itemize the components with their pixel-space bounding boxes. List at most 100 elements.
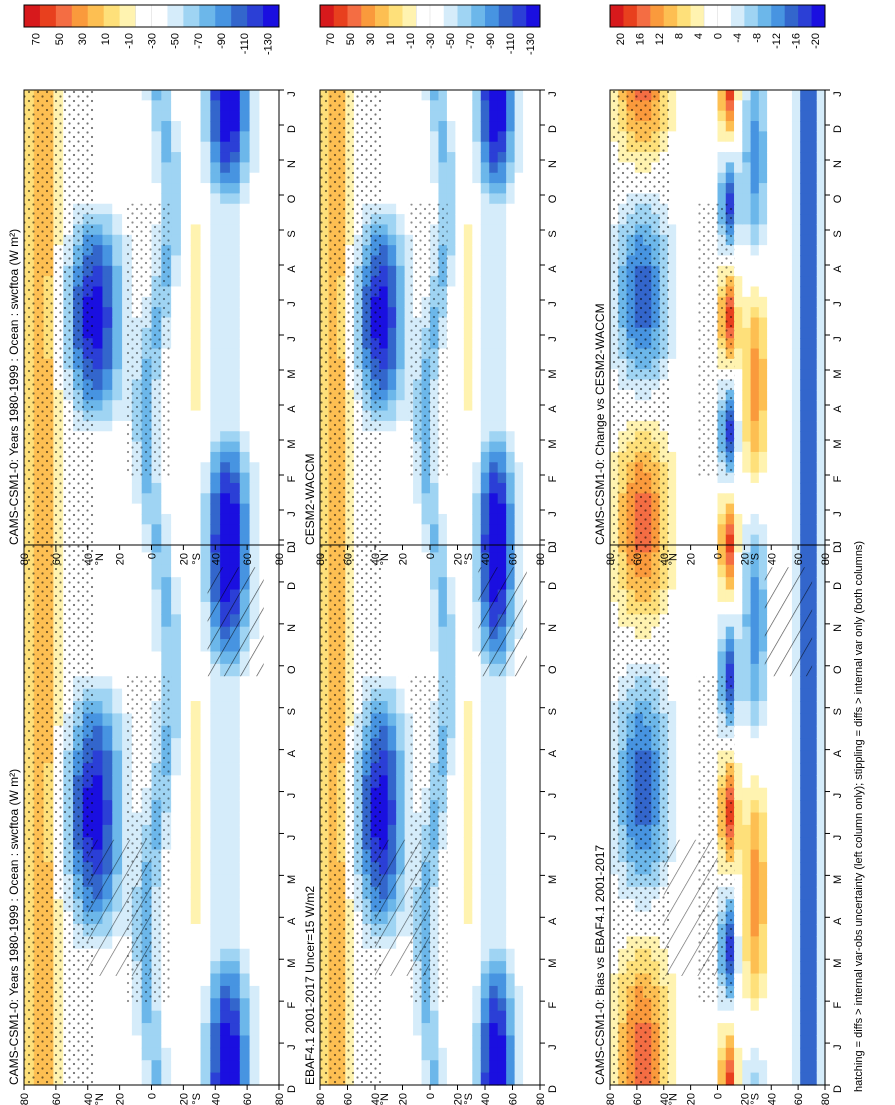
heatmap-cell bbox=[455, 462, 465, 474]
heatmap-cell bbox=[413, 1010, 423, 1024]
heatmap-cell bbox=[220, 713, 231, 727]
heatmap-cell bbox=[161, 493, 172, 505]
heatmap-cell bbox=[489, 493, 499, 505]
heatmap-cell bbox=[190, 837, 202, 851]
heatmap-cell bbox=[497, 534, 507, 546]
heatmap-cell bbox=[396, 162, 406, 174]
heatmap-cell bbox=[497, 493, 507, 505]
heatmap-cell bbox=[151, 564, 162, 578]
heatmap-cell bbox=[131, 110, 143, 122]
heatmap-cell bbox=[523, 787, 533, 801]
heatmap-cell bbox=[514, 1060, 524, 1074]
heatmap-cell bbox=[497, 358, 507, 370]
heatmap-cell bbox=[190, 348, 202, 360]
heatmap-cell bbox=[102, 358, 113, 370]
heatmap-cell bbox=[239, 121, 251, 132]
heatmap-cell bbox=[455, 369, 465, 381]
heatmap-cell bbox=[141, 589, 153, 603]
heatmap-cell bbox=[122, 162, 133, 174]
heatmap-cell bbox=[200, 552, 211, 566]
heatmap-cell bbox=[455, 451, 465, 463]
heatmap-cell bbox=[239, 162, 251, 174]
heatmap-cell bbox=[210, 874, 221, 888]
heatmap-cell bbox=[430, 998, 440, 1012]
heatmap-cell bbox=[387, 131, 397, 143]
heatmap-cell bbox=[497, 131, 507, 143]
heatmap-cell bbox=[180, 837, 192, 851]
stippling-overlay bbox=[320, 540, 382, 1085]
heatmap-cell bbox=[455, 296, 465, 308]
heatmap-cell bbox=[239, 936, 251, 950]
heatmap-cell bbox=[472, 276, 482, 288]
heatmap-cell bbox=[102, 688, 113, 702]
heatmap-cell bbox=[229, 800, 241, 814]
heatmap-cell bbox=[161, 472, 172, 484]
heatmap-cell bbox=[531, 369, 541, 381]
heatmap-cell bbox=[239, 420, 251, 432]
heatmap-cell bbox=[396, 90, 406, 101]
heatmap-cell bbox=[112, 234, 123, 246]
heatmap-cell bbox=[446, 713, 456, 727]
heatmap-cell bbox=[249, 100, 260, 112]
heatmap-cell bbox=[531, 131, 541, 143]
heatmap-cell bbox=[239, 849, 251, 863]
x-tick-label: A bbox=[286, 405, 298, 413]
heatmap-cell bbox=[200, 379, 211, 391]
heatmap-cell bbox=[112, 787, 123, 801]
heatmap-cell bbox=[210, 1060, 221, 1074]
heatmap-cell bbox=[446, 750, 456, 764]
heatmap-cell bbox=[269, 874, 280, 888]
heatmap-cell bbox=[489, 121, 499, 132]
heatmap-cell bbox=[229, 482, 241, 494]
heatmap-cell bbox=[480, 224, 490, 236]
x-tick-label: J bbox=[286, 1044, 298, 1050]
heatmap-cell bbox=[523, 441, 533, 453]
heatmap-cell bbox=[463, 224, 473, 236]
heatmap-cell bbox=[151, 639, 162, 653]
heatmap-cell bbox=[506, 358, 516, 370]
heatmap-cell bbox=[122, 1010, 133, 1024]
heatmap-cell bbox=[190, 327, 202, 339]
heatmap-cell bbox=[379, 255, 389, 267]
heatmap-cell bbox=[239, 1047, 251, 1061]
colorbar-label: 30 bbox=[77, 33, 89, 45]
heatmap-cell bbox=[396, 800, 406, 814]
heatmap-cell bbox=[190, 750, 202, 764]
heatmap-cell bbox=[92, 472, 104, 484]
heatmap-cell bbox=[531, 540, 541, 553]
heatmap-cell bbox=[489, 849, 499, 863]
heatmap-cell bbox=[413, 524, 423, 536]
heatmap-cell bbox=[387, 775, 397, 789]
heatmap-cell bbox=[531, 224, 541, 236]
heatmap-cell bbox=[472, 482, 482, 494]
heatmap-cell bbox=[269, 762, 280, 776]
colorbar-swatch bbox=[485, 5, 500, 27]
heatmap-cell bbox=[463, 183, 473, 195]
heatmap-cell bbox=[531, 338, 541, 350]
heatmap-cell bbox=[463, 100, 473, 112]
heatmap-cell bbox=[269, 100, 280, 112]
heatmap-cell bbox=[269, 276, 280, 288]
heatmap-cell bbox=[171, 923, 182, 937]
heatmap-cell bbox=[387, 676, 397, 690]
heatmap-cell bbox=[200, 1010, 211, 1024]
heatmap-cell bbox=[531, 441, 541, 453]
heatmap-cell bbox=[480, 874, 490, 888]
heatmap-cell bbox=[531, 750, 541, 764]
heatmap-cell bbox=[430, 141, 440, 153]
heatmap-cell bbox=[523, 874, 533, 888]
heatmap-cell bbox=[171, 787, 182, 801]
heatmap-cell bbox=[472, 1035, 482, 1049]
heatmap-cell bbox=[220, 886, 231, 900]
heatmap-cell bbox=[489, 482, 499, 494]
heatmap-cell bbox=[531, 601, 541, 615]
heatmap-cell bbox=[531, 614, 541, 628]
heatmap-cell bbox=[413, 493, 423, 505]
heatmap-cell bbox=[379, 688, 389, 702]
heatmap-cell bbox=[506, 110, 516, 122]
heatmap-cell bbox=[269, 462, 280, 474]
heatmap-cell bbox=[180, 441, 192, 453]
heatmap-cell bbox=[151, 998, 162, 1012]
heatmap-cell bbox=[379, 973, 389, 987]
heatmap-cell bbox=[190, 534, 202, 546]
